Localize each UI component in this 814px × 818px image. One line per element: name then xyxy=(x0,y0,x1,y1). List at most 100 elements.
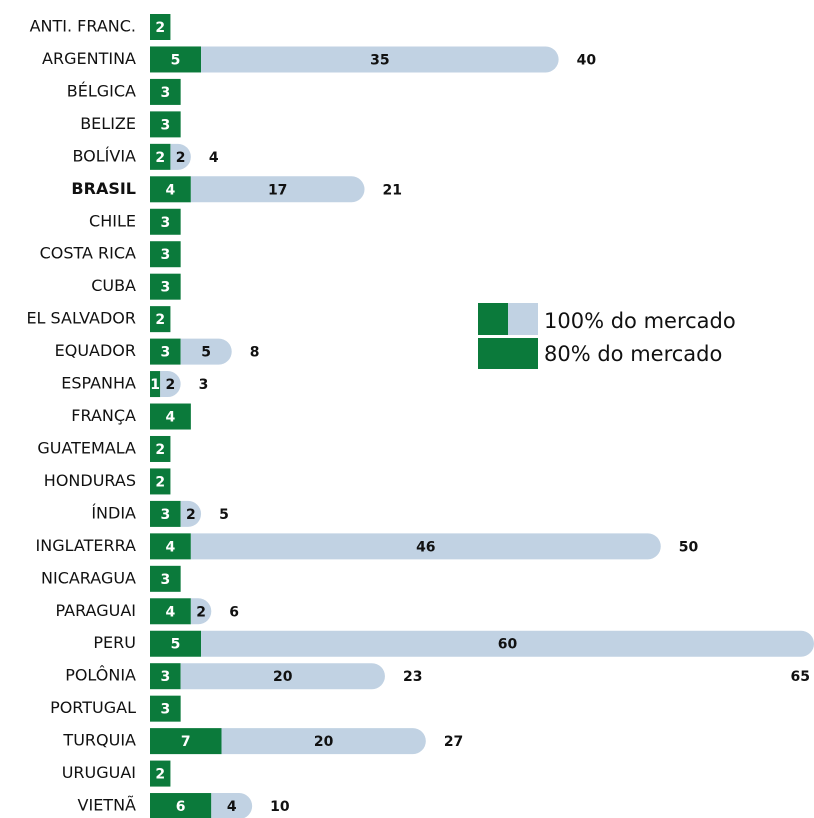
value-label: 35 xyxy=(370,52,389,68)
category-label: EQUADOR xyxy=(55,341,136,360)
value-label: 17 xyxy=(268,182,287,198)
category-label: FRANÇA xyxy=(71,406,136,425)
value-label: 3 xyxy=(160,215,170,231)
value-label: 2 xyxy=(186,507,196,523)
category-label: TURQUIA xyxy=(62,731,136,750)
bar-segment xyxy=(150,565,181,592)
value-label: 3 xyxy=(160,507,170,523)
category-label: VIETNÃ xyxy=(78,796,137,815)
value-label: 60 xyxy=(498,637,518,653)
value-label: 1 xyxy=(150,377,160,393)
total-label: 21 xyxy=(383,182,402,198)
bar-segment xyxy=(160,371,181,398)
bar-segment xyxy=(150,111,181,138)
value-label: 3 xyxy=(160,85,170,101)
bar-segment xyxy=(170,143,191,170)
category-label: URUGUAI xyxy=(62,763,136,782)
category-label: CHILE xyxy=(89,211,136,230)
value-label: 5 xyxy=(201,345,211,361)
value-label: 3 xyxy=(160,572,170,588)
value-label: 2 xyxy=(155,150,165,166)
value-label: 20 xyxy=(314,734,334,750)
bar-segment xyxy=(190,176,365,203)
value-label: 2 xyxy=(166,377,176,393)
bar-segment xyxy=(150,78,181,105)
category-label: PERU xyxy=(93,633,136,652)
total-label: 40 xyxy=(577,52,597,68)
value-label: 3 xyxy=(160,280,170,296)
value-label: 4 xyxy=(166,604,176,620)
bar-segment xyxy=(150,468,171,495)
bar-segment xyxy=(180,663,385,690)
bar-segment xyxy=(150,338,181,365)
value-label: 2 xyxy=(155,312,165,328)
total-label: 6 xyxy=(229,604,239,620)
total-label: 50 xyxy=(679,539,699,555)
bar-segment xyxy=(150,500,181,527)
category-label: ANTI. FRANC. xyxy=(30,17,136,36)
bar-segment xyxy=(150,793,212,818)
legend-swatch xyxy=(478,303,508,335)
value-label: 3 xyxy=(160,117,170,133)
bar-segment xyxy=(201,46,559,73)
bar-segment xyxy=(150,143,171,170)
bar-segment xyxy=(150,533,191,560)
value-label: 3 xyxy=(160,345,170,361)
category-label: BOLÍVIA xyxy=(72,146,136,165)
legend-label: 100% do mercado xyxy=(544,309,736,333)
value-label: 5 xyxy=(171,52,181,68)
bar-segment xyxy=(150,176,191,203)
bar-segment xyxy=(150,760,171,787)
legend-label: 80% do mercado xyxy=(544,342,722,366)
value-label: 4 xyxy=(166,539,176,555)
value-label: 4 xyxy=(227,799,237,815)
value-label: 20 xyxy=(273,669,293,685)
bar-segment xyxy=(221,728,426,755)
category-label: BÉLGICA xyxy=(67,81,136,100)
bar-segment xyxy=(150,371,161,398)
category-label: INGLATERRA xyxy=(36,536,137,555)
bar-segment xyxy=(150,630,202,657)
bar-segment xyxy=(190,598,212,625)
value-label: 3 xyxy=(160,669,170,685)
value-label: 7 xyxy=(181,734,191,750)
value-label: 6 xyxy=(176,799,186,815)
value-label: 4 xyxy=(166,182,176,198)
category-label: NICARAGUA xyxy=(41,568,136,587)
category-label: ÍNDIA xyxy=(91,503,136,522)
bar-segment xyxy=(150,598,191,625)
category-label: POLÔNIA xyxy=(65,666,136,685)
value-label: 46 xyxy=(416,539,435,555)
bar-segment xyxy=(150,403,191,430)
bar-segment xyxy=(150,663,181,690)
bar-segment xyxy=(150,695,181,722)
category-label: ARGENTINA xyxy=(42,49,136,68)
bar-segment xyxy=(150,435,171,462)
category-label: BELIZE xyxy=(80,114,136,133)
total-label: 65 xyxy=(791,669,810,685)
category-label: BRASIL xyxy=(71,179,136,198)
bar-segment xyxy=(150,728,222,755)
total-label: 10 xyxy=(270,799,290,815)
value-label: 2 xyxy=(155,474,165,490)
value-label: 2 xyxy=(155,767,165,783)
legend-swatch xyxy=(478,338,538,369)
legend-swatch xyxy=(508,303,538,335)
value-label: 2 xyxy=(196,604,206,620)
value-label: 3 xyxy=(160,247,170,263)
value-label: 5 xyxy=(171,637,181,653)
bar-segment xyxy=(150,46,202,73)
value-label: 2 xyxy=(155,20,165,36)
total-label: 23 xyxy=(403,669,422,685)
category-label: EL SALVADOR xyxy=(26,309,136,328)
bar-segment xyxy=(150,14,171,40)
category-label: COSTA RICA xyxy=(40,244,136,263)
category-label: CUBA xyxy=(91,276,136,295)
category-label: PORTUGAL xyxy=(50,698,136,717)
category-label: ESPANHA xyxy=(61,374,136,393)
bar-segment xyxy=(150,273,181,300)
total-label: 27 xyxy=(444,734,463,750)
value-label: 4 xyxy=(166,410,176,426)
bar-segment xyxy=(150,208,181,235)
